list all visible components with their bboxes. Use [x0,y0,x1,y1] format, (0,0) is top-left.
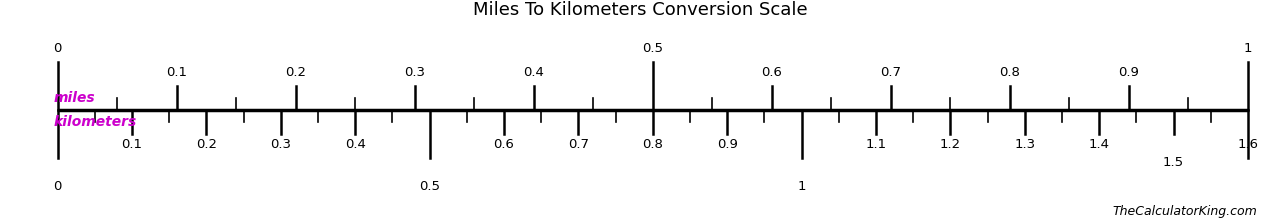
Text: 0.9: 0.9 [1119,66,1139,79]
Text: 0: 0 [54,180,61,193]
Text: 0.1: 0.1 [166,66,187,79]
Text: 0.4: 0.4 [524,66,544,79]
Text: 0: 0 [54,42,61,55]
Text: 0.3: 0.3 [270,138,292,150]
Text: 1.5: 1.5 [1164,156,1184,169]
Text: kilometers: kilometers [54,115,137,129]
Text: 0.9: 0.9 [717,138,737,150]
Text: 0.6: 0.6 [762,66,782,79]
Text: 0.7: 0.7 [881,66,901,79]
Text: 0.6: 0.6 [494,138,515,150]
Text: TheCalculatorKing.com: TheCalculatorKing.com [1112,205,1257,218]
Text: 0.1: 0.1 [122,138,142,150]
Text: 0.8: 0.8 [643,138,663,150]
Text: 1.1: 1.1 [865,138,887,150]
Text: 1.4: 1.4 [1089,138,1110,150]
Text: 0.3: 0.3 [404,66,425,79]
Text: 0.2: 0.2 [285,66,306,79]
Text: 0.8: 0.8 [1000,66,1020,79]
Text: 0.7: 0.7 [568,138,589,150]
Text: 1.3: 1.3 [1014,138,1036,150]
Text: 0.4: 0.4 [344,138,366,150]
Text: Miles To Kilometers Conversion Scale: Miles To Kilometers Conversion Scale [472,1,808,19]
Text: 1.2: 1.2 [940,138,961,150]
Text: 0.5: 0.5 [643,42,663,55]
Text: 1: 1 [1244,42,1252,55]
Text: 1.6: 1.6 [1238,138,1258,150]
Text: 0.5: 0.5 [419,180,440,193]
Text: 1: 1 [797,180,806,193]
Text: 0.2: 0.2 [196,138,216,150]
Text: miles: miles [54,91,96,105]
